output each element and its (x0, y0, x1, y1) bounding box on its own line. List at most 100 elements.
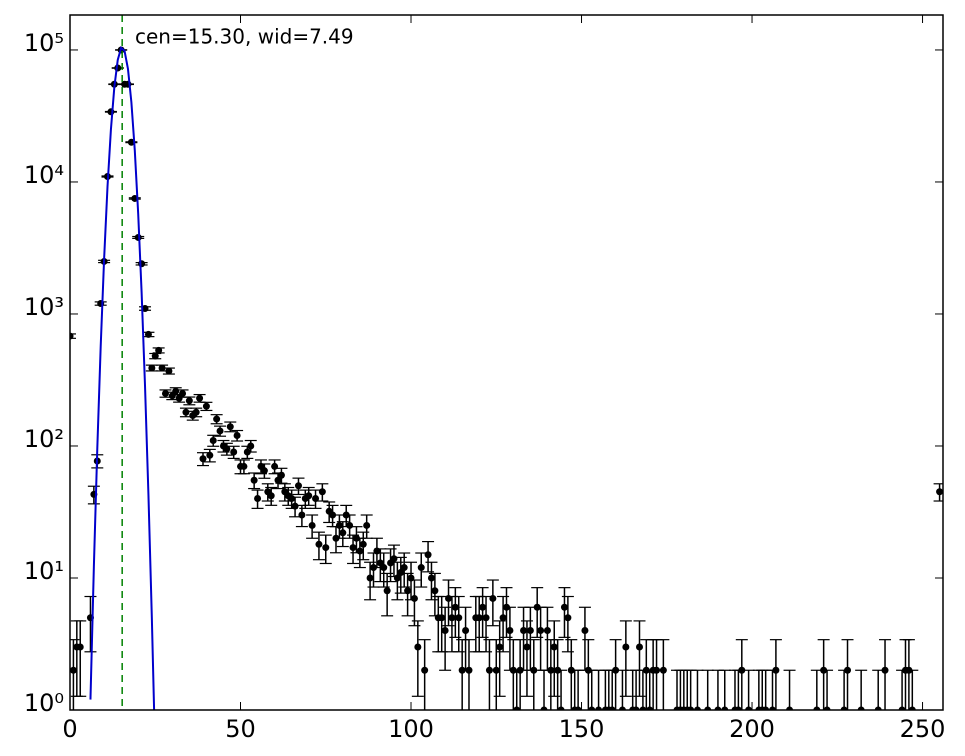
data-point (768, 706, 776, 710)
data-point (155, 346, 163, 354)
data-point (247, 442, 255, 450)
data-point (462, 627, 470, 635)
data-point (404, 587, 412, 595)
data-point (233, 432, 241, 440)
data-point (506, 627, 514, 635)
data-point (230, 448, 238, 456)
data-point (216, 427, 224, 435)
y-tick-label: 10⁴ (24, 161, 64, 189)
data-point (363, 521, 371, 529)
x-tick-label: 0 (62, 715, 77, 743)
data-point (936, 488, 943, 496)
y-tick-label: 10¹ (24, 557, 64, 585)
y-tick-label: 10² (24, 425, 64, 453)
data-point (745, 706, 753, 710)
data-point (161, 389, 169, 397)
x-tick-label: 50 (225, 715, 256, 743)
data-point (772, 666, 780, 674)
data-point (427, 574, 435, 582)
data-point (414, 643, 422, 651)
data-point (322, 544, 330, 552)
data-point (158, 364, 166, 372)
data-point (202, 402, 210, 410)
data-point (213, 415, 221, 423)
data-point (250, 476, 258, 484)
data-point (475, 614, 483, 622)
data-point (639, 706, 647, 710)
data-point (335, 521, 343, 529)
data-point (438, 614, 446, 622)
data-point (356, 547, 364, 555)
data-point (653, 666, 661, 674)
data-point (560, 603, 568, 611)
data-point (410, 594, 418, 602)
data-point (687, 706, 695, 710)
data-point (844, 666, 852, 674)
data-point (496, 643, 504, 651)
data-point (874, 706, 882, 710)
data-point (489, 594, 497, 602)
data-point (397, 569, 405, 577)
data-point (315, 540, 323, 548)
data-point (857, 706, 865, 710)
data-point (165, 367, 173, 375)
data-point (366, 574, 374, 582)
data-point (417, 564, 425, 572)
data-point (734, 706, 742, 710)
data-point (380, 564, 388, 572)
data-point (209, 437, 217, 445)
data-point (550, 643, 558, 651)
data-point (448, 614, 456, 622)
data-point (898, 706, 906, 710)
data-point (359, 540, 367, 548)
data-point (823, 706, 831, 710)
data-point (485, 666, 493, 674)
data-point (182, 408, 190, 416)
y-tick-label: 10³ (24, 293, 64, 321)
data-point (138, 260, 146, 268)
data-point (329, 511, 337, 519)
data-point (312, 495, 320, 503)
data-point (479, 603, 487, 611)
data-point (144, 330, 152, 338)
data-point (564, 614, 572, 622)
data-point (520, 627, 528, 635)
data-point (813, 706, 821, 710)
data-point (179, 389, 187, 397)
data-point (588, 706, 596, 710)
data-point (632, 706, 640, 710)
data-point (318, 488, 326, 496)
y-tick-label: 10⁵ (24, 29, 64, 57)
data-point (693, 706, 701, 710)
data-point (608, 706, 616, 710)
data-point (277, 471, 285, 479)
data-point (547, 666, 555, 674)
data-point (762, 706, 770, 710)
data-point (349, 544, 357, 552)
data-point (383, 587, 391, 595)
data-point (908, 706, 916, 710)
data-point (294, 482, 302, 490)
data-point (482, 614, 490, 622)
data-point (148, 364, 156, 372)
data-point (646, 706, 654, 710)
data-point (226, 423, 234, 431)
data-point (339, 529, 347, 537)
data-point (400, 564, 408, 572)
data-point (721, 706, 729, 710)
data-point (595, 706, 603, 710)
data-point (659, 666, 667, 674)
data-point (499, 614, 507, 622)
data-point (76, 643, 84, 651)
data-point (513, 706, 521, 710)
data-point (492, 666, 500, 674)
data-point (151, 352, 159, 360)
data-point (618, 706, 626, 710)
data-point (881, 666, 889, 674)
data-point (70, 332, 74, 340)
data-point (298, 511, 306, 519)
data-point (260, 467, 268, 475)
x-tick-label: 150 (559, 715, 605, 743)
data-point (223, 445, 231, 453)
data-point (70, 666, 77, 674)
